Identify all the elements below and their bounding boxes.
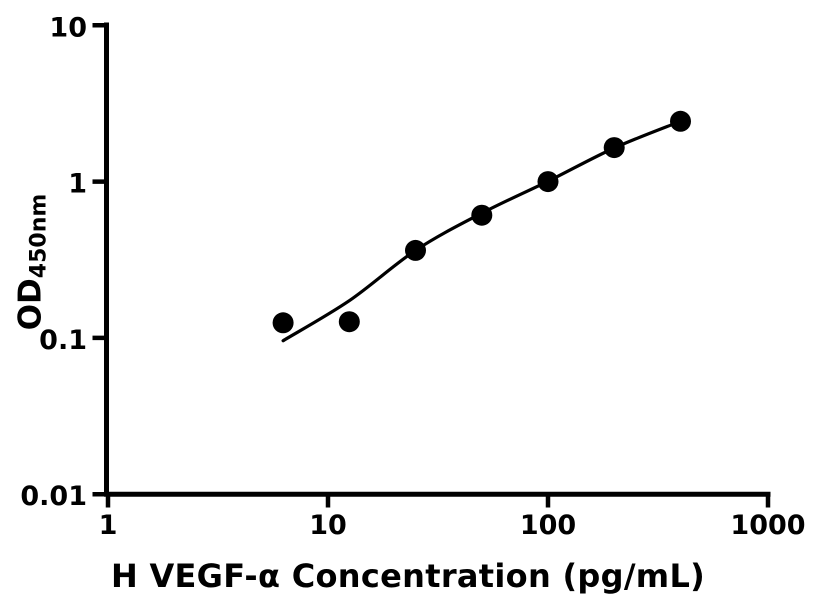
y-tick-label: 1	[68, 169, 87, 200]
data-point	[338, 311, 360, 333]
data-point	[670, 110, 691, 132]
y-axis-title-main: OD	[12, 278, 49, 331]
y-axis-title-sub: 450nm	[26, 193, 52, 279]
x-tick-label: 100	[520, 510, 576, 541]
data-point	[405, 239, 426, 261]
y-tick-label: 10	[49, 12, 87, 43]
y-tick-label: 0.1	[39, 325, 87, 356]
data-point	[471, 204, 493, 226]
data-point	[537, 171, 559, 193]
data-point	[603, 137, 625, 159]
y-tick-label: 0.01	[20, 481, 87, 512]
x-tick-label: 10	[309, 510, 347, 541]
x-tick-label: 1000	[730, 510, 805, 541]
x-axis-title: H VEGF-α Concentration (pg/mL)	[110, 557, 706, 595]
data-point	[272, 312, 294, 334]
y-axis-title: OD450nm	[12, 193, 52, 331]
x-tick-label: 1	[99, 510, 118, 541]
